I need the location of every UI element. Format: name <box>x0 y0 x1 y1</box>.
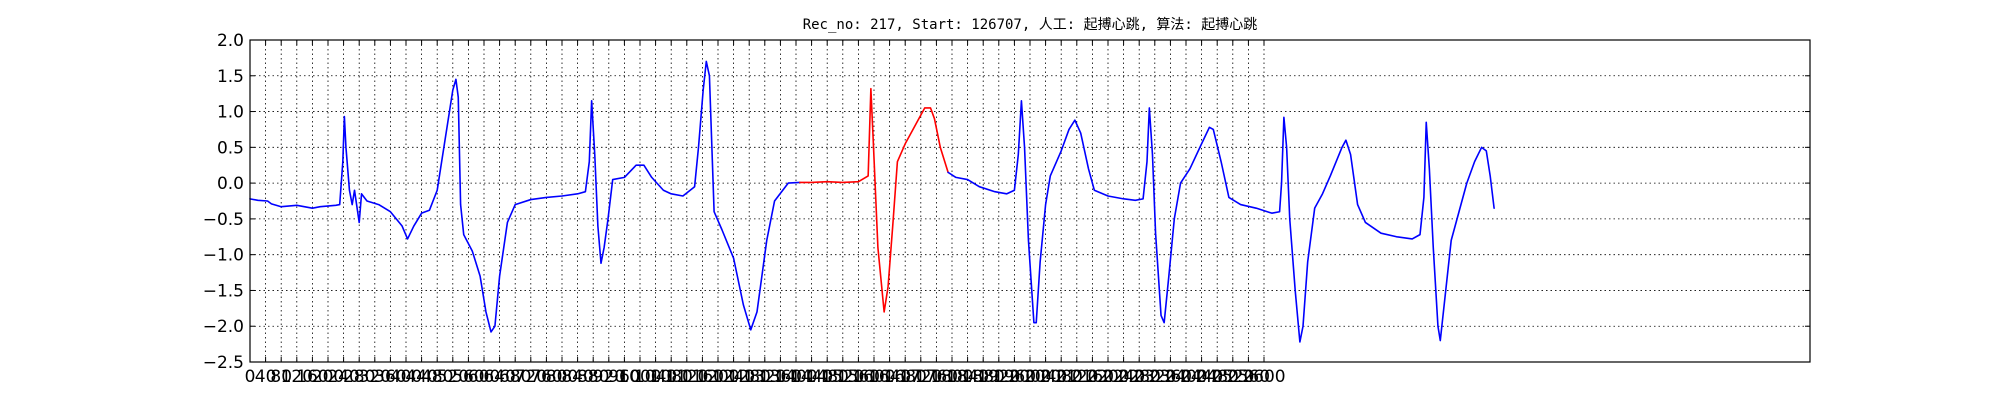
x-tick-label: 680 <box>499 367 531 387</box>
x-tick-label: 1160 <box>681 367 724 387</box>
x-tick-label: 2000 <box>1008 367 1051 387</box>
x-tick-label: 880 <box>577 367 609 387</box>
x-tick-label: 1600 <box>852 367 895 387</box>
x-tick-label: 2200 <box>1086 367 1129 387</box>
x-tick-label: 640 <box>483 367 515 387</box>
chart-title: Rec_no: 217, Start: 126707, 人工: 起搏心跳, 算法… <box>803 16 1258 33</box>
x-tick-label: 1040 <box>634 367 677 387</box>
series-line-3 <box>947 100 1495 343</box>
data-series <box>249 60 1495 343</box>
x-tick-label: 280 <box>343 367 375 387</box>
x-tick-label: 480 <box>421 367 453 387</box>
y-tick-label: 1.0 <box>217 103 244 123</box>
x-tick-label: 1120 <box>665 367 708 387</box>
x-tick-label: 2160 <box>1071 367 1114 387</box>
series-line-2 <box>799 87 949 313</box>
y-tick-label: 1.5 <box>217 67 244 87</box>
x-tick-label: 2120 <box>1055 367 1098 387</box>
x-tick-label: 320 <box>359 367 391 387</box>
x-tick-label: 240 <box>327 367 359 387</box>
x-tick-label: 1560 <box>837 367 880 387</box>
series-line-1 <box>249 60 801 333</box>
x-tick-label: 400 <box>390 367 422 387</box>
x-tick-label: 2560 <box>1227 367 1270 387</box>
x-tick-label: 1720 <box>899 367 942 387</box>
x-tick-label: 760 <box>530 367 562 387</box>
x-axis-ticks: 0 408012016020024028032036040044048052056… <box>245 40 1286 387</box>
y-tick-label: −1.5 <box>203 281 244 301</box>
x-tick-label: 2440 <box>1180 367 1223 387</box>
x-tick-label: 1440 <box>790 367 833 387</box>
x-tick-label: 1840 <box>946 367 989 387</box>
x-tick-label: 160 <box>296 367 328 387</box>
y-tick-label: −2.0 <box>203 317 244 337</box>
x-tick-label: 1320 <box>743 367 786 387</box>
y-tick-label: 0.5 <box>217 138 244 158</box>
y-tick-label: −0.5 <box>203 210 244 230</box>
x-tick-label: 360 <box>374 367 406 387</box>
x-tick-label: 2080 <box>1040 367 1083 387</box>
x-tick-label: 2240 <box>1102 367 1145 387</box>
x-tick-label: 600 <box>468 367 500 387</box>
x-tick-label: 1800 <box>930 367 973 387</box>
x-tick-label: 1080 <box>650 367 693 387</box>
y-tick-label: 0.0 <box>217 174 244 194</box>
x-tick-label: 200 <box>312 367 344 387</box>
x-tick-label: 2280 <box>1118 367 1161 387</box>
x-tick-label: 80 <box>270 367 292 387</box>
x-tick-label: 840 <box>561 367 593 387</box>
x-tick-label: 120 <box>281 367 313 387</box>
x-tick-label: 1680 <box>884 367 927 387</box>
x-tick-label: 1240 <box>712 367 755 387</box>
x-tick-label: 560 <box>452 367 484 387</box>
x-tick-label: 1200 <box>696 367 739 387</box>
x-tick-label: 2360 <box>1149 367 1192 387</box>
x-tick-label: 960 <box>608 367 640 387</box>
x-tick-label: 1000 <box>618 367 661 387</box>
x-tick-label: 1480 <box>806 367 849 387</box>
y-tick-label: −1.0 <box>203 246 244 266</box>
x-tick-label: 2520 <box>1211 367 1254 387</box>
x-tick-label: 440 <box>405 367 437 387</box>
y-axis-ticks: 2.0 1.5 1.0 0.5 0.0 −0.5 −1.0 −1.5 −2.0 −2.5 <box>203 31 1810 373</box>
x-tick-label: 1960 <box>993 367 1036 387</box>
x-tick-label: 1640 <box>868 367 911 387</box>
x-tick-label: 1280 <box>728 367 771 387</box>
x-tick-label: 1920 <box>977 367 1020 387</box>
x-tick-label: 2040 <box>1024 367 1067 387</box>
x-tick-label: 2320 <box>1133 367 1176 387</box>
x-tick-label: 2400 <box>1164 367 1207 387</box>
x-tick-label: 920 <box>593 367 625 387</box>
x-tick-label: 1520 <box>821 367 864 387</box>
x-tick-label: 2600 <box>1242 367 1285 387</box>
x-tick-label: 0 <box>245 367 256 387</box>
y-tick-label: −2.5 <box>203 353 244 373</box>
x-tick-label: 1400 <box>774 367 817 387</box>
x-tick-label: 1880 <box>962 367 1005 387</box>
x-tick-label: 2480 <box>1196 367 1239 387</box>
x-tick-label: 1760 <box>915 367 958 387</box>
y-tick-label: 2.0 <box>217 31 244 51</box>
x-tick-label: 1360 <box>759 367 802 387</box>
x-tick-label: 520 <box>437 367 469 387</box>
x-tick-label: 40 <box>255 367 277 387</box>
x-tick-label: 720 <box>515 367 547 387</box>
x-tick-label: 800 <box>546 367 578 387</box>
